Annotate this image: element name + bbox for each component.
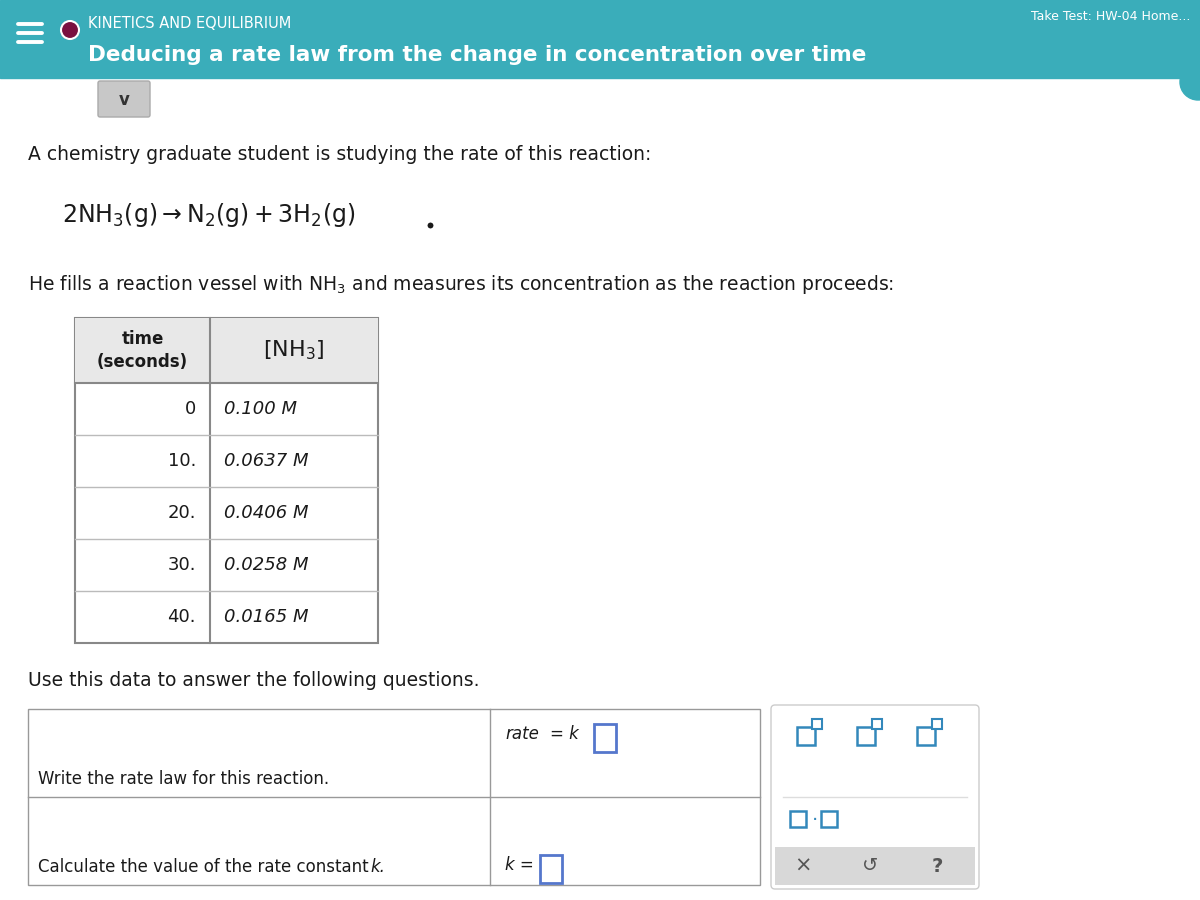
Bar xyxy=(872,719,882,729)
Circle shape xyxy=(1180,64,1200,100)
Text: Take Test: HW-04 Home...: Take Test: HW-04 Home... xyxy=(1031,10,1190,23)
Bar xyxy=(74,318,378,383)
Text: 10.: 10. xyxy=(168,452,196,470)
Text: time
(seconds): time (seconds) xyxy=(97,330,188,371)
Text: k =: k = xyxy=(505,856,539,874)
Circle shape xyxy=(61,21,79,39)
Bar xyxy=(0,0,1200,78)
Bar xyxy=(74,318,378,643)
Bar xyxy=(775,847,974,885)
Bar xyxy=(821,811,838,827)
FancyBboxPatch shape xyxy=(98,81,150,117)
Bar xyxy=(594,724,616,752)
Bar xyxy=(932,719,942,729)
FancyBboxPatch shape xyxy=(772,705,979,889)
Bar xyxy=(540,855,562,883)
Text: rate: rate xyxy=(505,725,539,743)
Text: $\mathregular{2NH_3(g) \rightarrow N_2(g) + 3H_2(g)}$: $\mathregular{2NH_3(g) \rightarrow N_2(g… xyxy=(62,201,355,229)
Bar xyxy=(28,709,760,885)
Bar xyxy=(917,727,935,745)
Text: 0.0165 M: 0.0165 M xyxy=(224,608,308,626)
Text: k.: k. xyxy=(370,858,385,876)
Text: A chemistry graduate student is studying the rate of this reaction:: A chemistry graduate student is studying… xyxy=(28,146,652,165)
Text: 0.0406 M: 0.0406 M xyxy=(224,504,308,522)
Text: 0: 0 xyxy=(185,400,196,418)
Text: Use this data to answer the following questions.: Use this data to answer the following qu… xyxy=(28,671,480,690)
Text: Calculate the value of the rate constant: Calculate the value of the rate constant xyxy=(38,858,374,876)
Bar xyxy=(790,811,806,827)
Text: 20.: 20. xyxy=(168,504,196,522)
Text: $\left[\mathrm{NH_3}\right]$: $\left[\mathrm{NH_3}\right]$ xyxy=(263,338,325,363)
Text: He fills a reaction vessel with $\mathregular{NH_3}$ and measures its concentrat: He fills a reaction vessel with $\mathre… xyxy=(28,274,894,296)
Text: ?: ? xyxy=(931,857,943,876)
Text: ↺: ↺ xyxy=(862,857,878,876)
Text: 0.0258 M: 0.0258 M xyxy=(224,556,308,574)
Bar xyxy=(857,727,875,745)
Text: ×: × xyxy=(794,856,811,876)
Text: 30.: 30. xyxy=(168,556,196,574)
Text: v: v xyxy=(119,91,130,109)
Text: 0.0637 M: 0.0637 M xyxy=(224,452,308,470)
Text: = k: = k xyxy=(550,725,578,743)
Text: KINETICS AND EQUILIBRIUM: KINETICS AND EQUILIBRIUM xyxy=(88,16,292,32)
Text: 0.100 M: 0.100 M xyxy=(224,400,298,418)
Bar xyxy=(812,719,822,729)
Text: 40.: 40. xyxy=(168,608,196,626)
Bar xyxy=(797,727,815,745)
Text: Deducing a rate law from the change in concentration over time: Deducing a rate law from the change in c… xyxy=(88,45,866,65)
Text: ·: · xyxy=(812,811,818,830)
Text: Write the rate law for this reaction.: Write the rate law for this reaction. xyxy=(38,770,329,788)
